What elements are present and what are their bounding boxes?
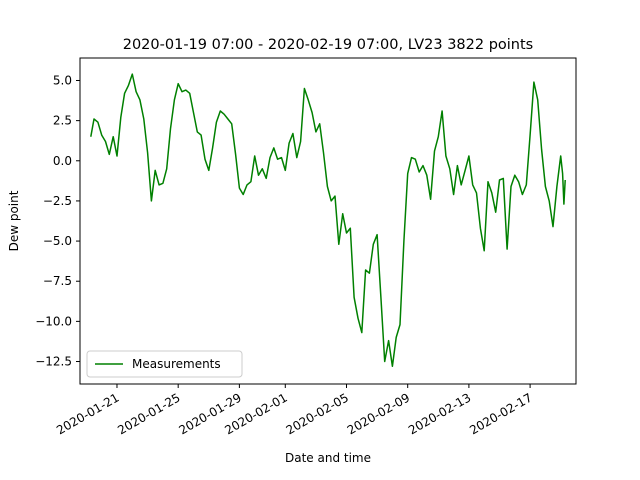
y-tick-label: −2.5 (43, 194, 72, 208)
legend-label: Measurements (132, 357, 221, 371)
y-tick-label: −10.0 (35, 314, 72, 328)
series-layer (90, 73, 566, 368)
x-tick-label: 2020-02-17 (467, 390, 534, 437)
x-tick-label: 2020-02-13 (406, 390, 473, 437)
y-tick-label: 2.5 (53, 114, 72, 128)
y-axis: 5.0 2.5 0.0 −2.5 −5.0 −7.5 −10.0 −12.5 (35, 73, 80, 369)
y-tick-label: −12.5 (35, 355, 72, 369)
y-tick-label: −7.5 (43, 274, 72, 288)
y-tick-label: −5.0 (43, 234, 72, 248)
plot-area (79, 57, 577, 385)
x-axis-title: Date and time (285, 451, 371, 465)
x-tick-label: 2020-02-09 (345, 390, 412, 437)
y-tick-label: 0.0 (53, 154, 72, 168)
chart-title: 2020-01-19 07:00 - 2020-02-19 07:00, LV2… (123, 37, 534, 53)
x-tick-label: 2020-01-25 (115, 390, 182, 437)
x-axis: 2020-01-212020-01-252020-01-292020-02-01… (54, 384, 535, 437)
legend: Measurements (86, 350, 243, 378)
x-tick-label: 2020-01-21 (54, 390, 121, 437)
y-tick-label: 5.0 (53, 73, 72, 87)
legend-box (86, 350, 243, 378)
y-axis-title: Dew point (7, 190, 21, 251)
series-line-0 (90, 73, 566, 368)
plot-frame (79, 57, 577, 385)
x-tick-label: 2020-02-05 (284, 390, 351, 437)
